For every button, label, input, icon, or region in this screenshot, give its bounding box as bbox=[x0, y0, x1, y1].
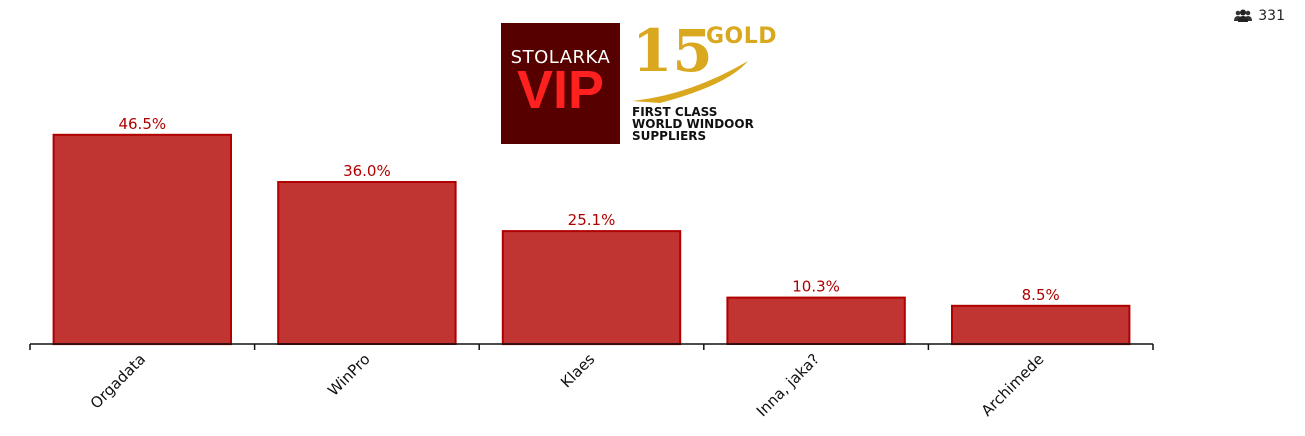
stolarka-vip-logo: STOLARKA VIP bbox=[501, 23, 620, 144]
logo-badge-word: GOLD bbox=[706, 24, 778, 49]
bar-value-label: 8.5% bbox=[1022, 286, 1060, 304]
sponsor-logo: STOLARKA VIP 15 GOLD FIRST CLASS WORLD W… bbox=[500, 17, 777, 145]
bar-value-label: 46.5% bbox=[118, 115, 166, 133]
logo-badge-number: 15 bbox=[632, 17, 713, 85]
category-label: Inna, jaka? bbox=[753, 350, 823, 420]
category-label: Archimede bbox=[978, 350, 1048, 420]
bar bbox=[277, 181, 457, 345]
logo-tagline: FIRST CLASS WORLD WINDOOR SUPPLIERS bbox=[632, 105, 754, 143]
bar-value-label: 36.0% bbox=[343, 162, 391, 180]
logo-brand-top: STOLARKA bbox=[510, 47, 611, 68]
category-label: WinPro bbox=[324, 350, 373, 399]
category-label: Orgadata bbox=[87, 350, 149, 412]
bar-value-label: 25.1% bbox=[568, 211, 616, 229]
bar bbox=[501, 230, 682, 346]
bar bbox=[951, 304, 1131, 346]
bar bbox=[52, 133, 232, 346]
respondents-count-value: 331 bbox=[1258, 8, 1285, 24]
logo-brand-bottom: VIP bbox=[516, 60, 605, 120]
respondents-count: 331 bbox=[1234, 8, 1285, 24]
category-label: Klaes bbox=[557, 350, 598, 391]
bar bbox=[726, 296, 906, 346]
bar-value-label: 10.3% bbox=[792, 278, 840, 296]
users-icon bbox=[1234, 9, 1253, 22]
